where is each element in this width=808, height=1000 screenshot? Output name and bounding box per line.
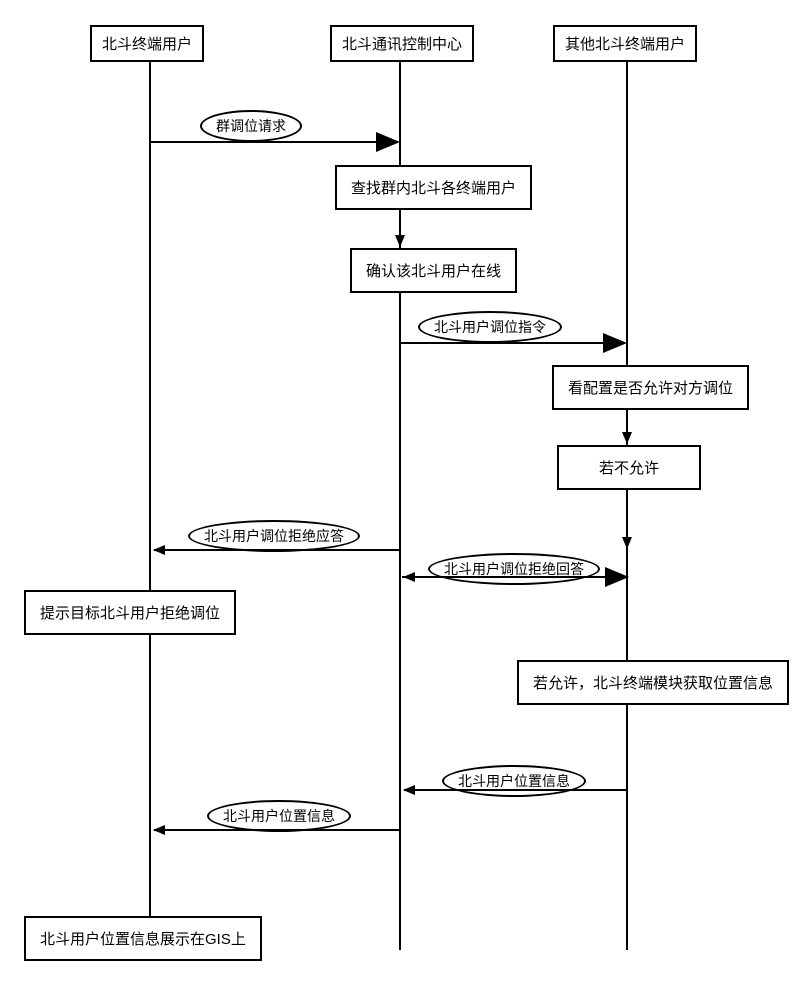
action-a7-label: 北斗用户位置信息展示在GIS上 — [40, 931, 246, 948]
participant-p2: 北斗通讯控制中心 — [330, 25, 474, 62]
participant-p3: 其他北斗终端用户 — [553, 25, 697, 62]
msg-m2: 北斗用户调位指令 — [418, 311, 562, 343]
msg-m6: 北斗用户位置信息 — [207, 800, 351, 832]
msg-m5-label: 北斗用户位置信息 — [458, 773, 570, 789]
action-a1-label: 查找群内北斗各终端用户 — [351, 180, 516, 197]
msg-m4-label: 北斗用户调位拒绝应答 — [204, 528, 344, 544]
participant-p1: 北斗终端用户 — [90, 25, 204, 62]
participant-p1-label: 北斗终端用户 — [102, 36, 192, 53]
msg-m2-label: 北斗用户调位指令 — [434, 319, 546, 335]
action-a5: 提示目标北斗用户拒绝调位 — [24, 590, 236, 635]
arrows-layer-2 — [0, 0, 808, 1000]
lifeline-p3 — [626, 60, 628, 950]
arrows-layer — [0, 0, 808, 1000]
action-a2-label: 确认该北斗用户在线 — [366, 263, 501, 280]
action-a7: 北斗用户位置信息展示在GIS上 — [24, 916, 262, 961]
msg-m4: 北斗用户调位拒绝应答 — [188, 520, 360, 552]
msg-m5: 北斗用户位置信息 — [442, 765, 586, 797]
participant-p2-label: 北斗通讯控制中心 — [342, 36, 462, 53]
action-a4-label: 若不允许 — [599, 460, 659, 477]
msg-m1: 群调位请求 — [200, 110, 302, 142]
action-a4: 若不允许 — [557, 445, 701, 490]
msg-m3: 北斗用户调位拒绝回答 — [428, 553, 600, 585]
msg-m3-label: 北斗用户调位拒绝回答 — [444, 561, 584, 577]
action-a3: 看配置是否允许对方调位 — [552, 365, 749, 410]
action-a1: 查找群内北斗各终端用户 — [335, 165, 532, 210]
action-a5-label: 提示目标北斗用户拒绝调位 — [40, 605, 220, 622]
action-a2: 确认该北斗用户在线 — [350, 248, 517, 293]
msg-m6-label: 北斗用户位置信息 — [223, 808, 335, 824]
action-a6: 若允许，北斗终端模块获取位置信息 — [517, 660, 789, 705]
action-a6-label: 若允许，北斗终端模块获取位置信息 — [533, 675, 773, 692]
msg-m1-label: 群调位请求 — [216, 118, 286, 134]
participant-p3-label: 其他北斗终端用户 — [565, 36, 685, 53]
action-a3-label: 看配置是否允许对方调位 — [568, 380, 733, 397]
lifeline-p1 — [149, 60, 151, 950]
